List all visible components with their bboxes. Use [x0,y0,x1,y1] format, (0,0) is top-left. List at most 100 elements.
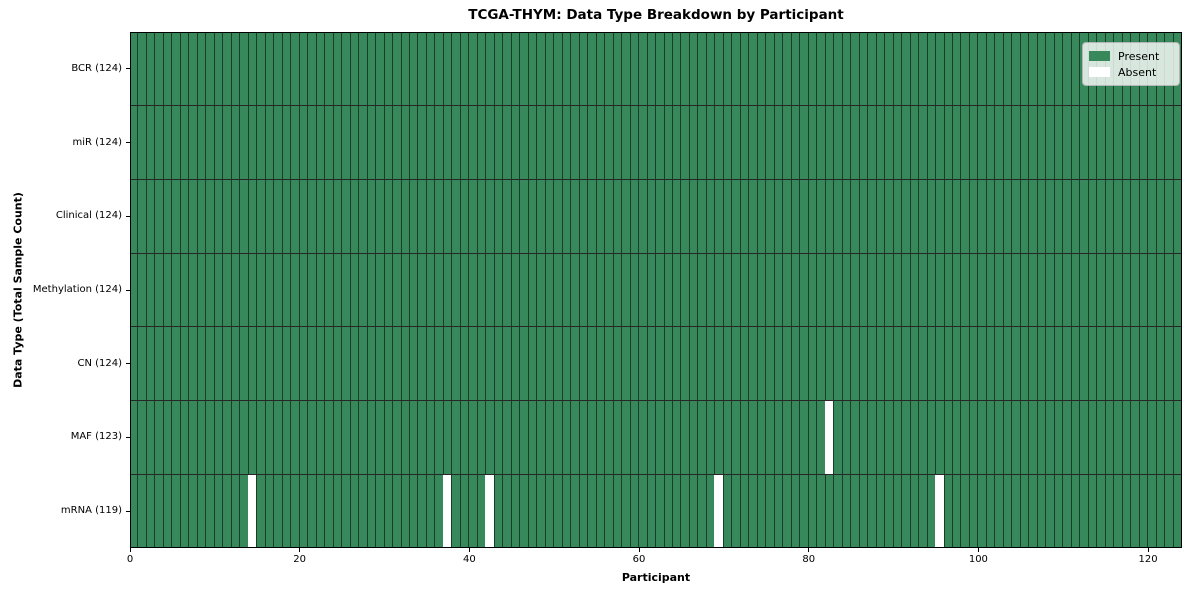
x-tick-label-60: 60 [632,554,646,565]
heatmap-cell-present [892,179,902,253]
heatmap-cell-present [935,179,944,253]
heatmap-cell-present [672,32,681,105]
heatmap-cell-present [281,253,291,327]
heatmap-cell-present [298,253,308,327]
heatmap-cell-present [1121,327,1131,401]
heatmap-cell-present [646,253,656,327]
heatmap-cell-present [179,32,189,105]
heatmap-cell-present [663,327,672,401]
heatmap-cell-present [213,179,223,253]
heatmap-cell-present [1172,475,1182,549]
heatmap-cell-present [324,327,333,401]
heatmap-cell-present [1036,401,1046,475]
heatmap-cell-present [366,179,376,253]
heatmap-cell-present [773,179,783,253]
heatmap-cell-present [722,327,732,401]
heatmap-cell-present [790,475,800,549]
heatmap-cell-present [858,32,868,105]
heatmap-cell-present [875,475,885,549]
heatmap-cell-present [1002,179,1012,253]
legend-label-absent: Absent [1118,65,1157,79]
heatmap-cell-present [273,327,282,401]
heatmap-cell-present [264,327,274,401]
heatmap-cell-present [595,401,605,475]
heatmap-cell-present [739,327,749,401]
heatmap-cell-present [544,253,554,327]
heatmap-cell-present [968,253,978,327]
heatmap-row-miR [130,105,1182,180]
heatmap-cell-present [137,32,146,105]
heatmap-cell-present [1138,105,1148,179]
heatmap-cell-present [884,475,893,549]
heatmap-cell-present [951,32,961,105]
heatmap-cell-present [519,105,528,179]
heatmap-cell-present [1096,105,1105,179]
heatmap-cell-present [1147,105,1156,179]
heatmap-cell-present [1070,105,1080,179]
heatmap-cell-present [459,105,469,179]
heatmap-cell-present [858,475,868,549]
heatmap-cell-present [799,179,808,253]
heatmap-cell-present [171,179,180,253]
heatmap-cell-present [205,179,214,253]
heatmap-cell-present [239,327,248,401]
heatmap-cell-present [578,475,588,549]
heatmap-cell-present [782,401,791,475]
heatmap-cell-present [205,327,214,401]
heatmap-cell-present [315,105,325,179]
heatmap-cell-present [918,32,927,105]
heatmap-cell-present [162,475,172,549]
heatmap-cell-present [383,105,393,179]
heatmap-cell-present [731,105,740,179]
heatmap-cell-present [604,105,613,179]
heatmap-cell-present [400,32,409,105]
heatmap-cell-present [1096,179,1105,253]
heatmap-cell-present [951,401,961,475]
heatmap-cell-present [442,327,452,401]
heatmap-cell-present [332,105,342,179]
heatmap-cell-present [587,32,596,105]
heatmap-cell-present [977,179,986,253]
heatmap-cell-present [773,475,783,549]
heatmap-cell-present [977,475,986,549]
heatmap-cell-present [935,253,944,327]
heatmap-cell-present [909,32,919,105]
heatmap-cell-present [476,401,486,475]
heatmap-cell-present [1079,105,1088,179]
heatmap-cell-present [1096,253,1105,327]
heatmap-cell-present [485,105,494,179]
heatmap-cell-present [527,475,537,549]
heatmap-cell-present [901,253,910,327]
heatmap-cell-present [858,327,868,401]
heatmap-cell-present [392,179,401,253]
heatmap-cell-present [341,32,350,105]
heatmap-cell-present [162,401,172,475]
heatmap-cell-present [968,401,978,475]
heatmap-cell-present [222,475,231,549]
heatmap-cell-present [536,327,545,401]
x-tick-mark [468,548,470,552]
heatmap-cell-present [985,32,995,105]
heatmap-cell-present [188,327,197,401]
heatmap-cell-present [765,105,774,179]
heatmap-cell-present [307,32,316,105]
heatmap-cell-present [578,327,588,401]
x-tick-mark [1147,548,1149,552]
heatmap-cell-present [366,32,376,105]
heatmap-cell-present [994,105,1003,179]
heatmap-cell-present [612,32,622,105]
heatmap-cell-present [655,32,664,105]
heatmap-cell-present [604,179,613,253]
x-tick-label-120: 120 [1138,554,1158,565]
heatmap-cell-present [756,327,766,401]
heatmap-cell-present [646,179,656,253]
heatmap-cell-present [349,32,359,105]
heatmap-cell-present [731,179,740,253]
heatmap-cell-present [366,401,376,475]
heatmap-cell-present [264,32,274,105]
heatmap-cell-present [901,32,910,105]
heatmap-cell-present [731,327,740,401]
heatmap-cell-present [782,179,791,253]
heatmap-cell-present [154,105,163,179]
heatmap-cell-present [994,401,1003,475]
